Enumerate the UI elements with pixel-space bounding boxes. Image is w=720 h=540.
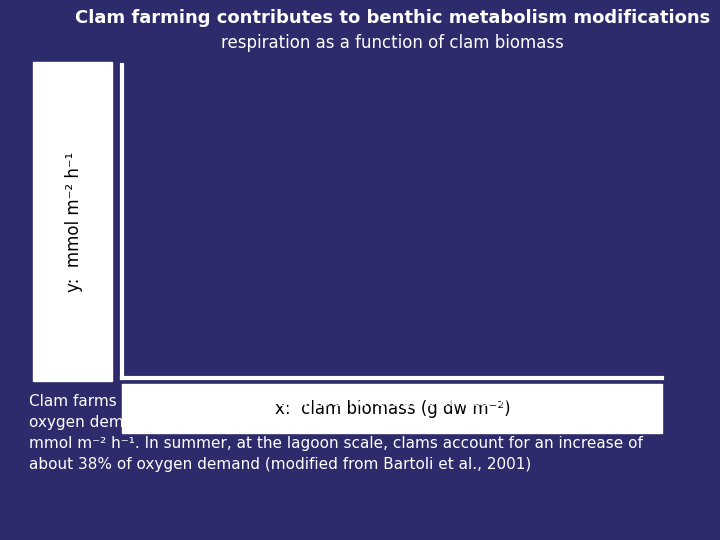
FancyBboxPatch shape	[122, 384, 662, 433]
Text: x:  clam biomass (g dw m⁻²): x: clam biomass (g dw m⁻²)	[274, 400, 510, 418]
Text: Clam farms cover 8 km². At 20 °C, with an average biomass of 200 g.m⁻²
oxygen de: Clam farms cover 8 km². At 20 °C, with a…	[29, 394, 652, 472]
Text: respiration as a function of clam biomass: respiration as a function of clam biomas…	[221, 34, 564, 52]
Text: y:  mmol m⁻² h⁻¹: y: mmol m⁻² h⁻¹	[65, 151, 83, 292]
Text: Clam farming contributes to benthic metabolism modifications: Clam farming contributes to benthic meta…	[75, 9, 710, 27]
FancyBboxPatch shape	[33, 62, 112, 381]
